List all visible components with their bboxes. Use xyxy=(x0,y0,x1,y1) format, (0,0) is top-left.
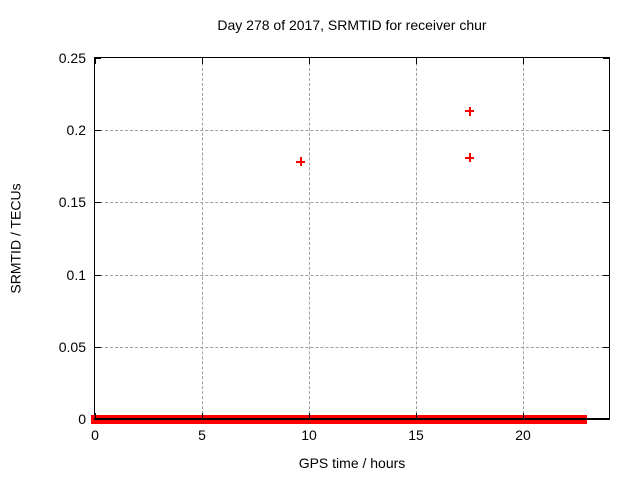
x-tick-label: 0 xyxy=(91,427,99,443)
x-tick-top xyxy=(416,58,417,64)
y-tick-label: 0.05 xyxy=(58,339,86,355)
x-gridline xyxy=(523,58,524,419)
y-axis-label: SRMTID / TECUs xyxy=(7,183,24,294)
y-gridline xyxy=(95,347,609,348)
x-gridline xyxy=(202,58,203,419)
x-tick-bottom xyxy=(309,413,310,419)
x-tick-label: 20 xyxy=(515,427,531,443)
plot-area xyxy=(91,57,610,424)
chart-title: Day 278 of 2017, SRMTID for receiver chu… xyxy=(217,17,487,33)
x-tick-bottom xyxy=(416,413,417,419)
y-tick-left xyxy=(95,202,101,203)
y-tick-right xyxy=(603,58,609,59)
y-gridline xyxy=(95,275,609,276)
y-gridline xyxy=(95,202,609,203)
y-tick-right xyxy=(603,347,609,348)
y-tick-label: 0 xyxy=(78,411,86,427)
x-tick-top xyxy=(95,58,96,64)
y-tick-label: 0.15 xyxy=(58,194,86,210)
y-tick-left xyxy=(95,130,101,131)
x-axis-label: GPS time / hours xyxy=(298,455,406,471)
y-tick-label: 0.25 xyxy=(58,50,86,66)
x-tick-label: 15 xyxy=(408,427,424,443)
data-point-marker xyxy=(296,157,306,167)
y-tick-label: 0.2 xyxy=(66,122,86,138)
y-tick-left xyxy=(95,58,101,59)
y-tick-right xyxy=(603,130,609,131)
y-tick-left xyxy=(95,419,101,420)
x-tick-bottom xyxy=(202,413,203,419)
x-gridline xyxy=(309,58,310,419)
x-tick-bottom xyxy=(523,413,524,419)
x-tick-top xyxy=(523,58,524,64)
x-tick-bottom xyxy=(95,413,96,419)
data-point-marker xyxy=(465,106,475,116)
x-tick-label: 5 xyxy=(198,427,206,443)
x-axis-line xyxy=(94,417,610,420)
x-tick-label: 10 xyxy=(301,427,317,443)
y-tick-right xyxy=(603,275,609,276)
x-gridline xyxy=(416,58,417,419)
y-tick-left xyxy=(95,347,101,348)
y-tick-left xyxy=(95,275,101,276)
y-gridline xyxy=(95,130,609,131)
y-tick-label: 0.1 xyxy=(66,267,86,283)
y-tick-right xyxy=(603,202,609,203)
x-tick-top xyxy=(309,58,310,64)
data-point-marker xyxy=(465,153,475,163)
y-tick-right xyxy=(603,419,609,420)
x-tick-top xyxy=(202,58,203,64)
